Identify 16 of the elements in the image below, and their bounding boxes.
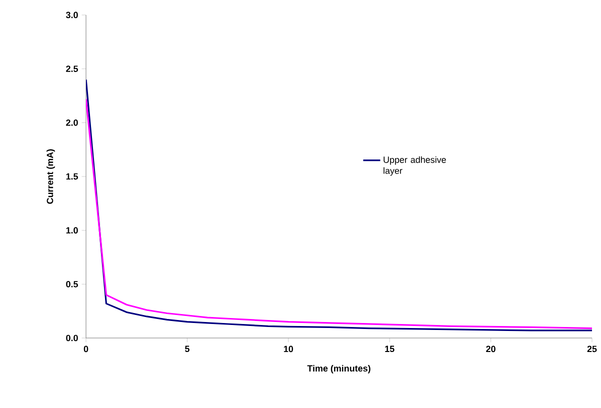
x-tick-label: 25 [587, 346, 597, 352]
y-tick-label: 2.5 [66, 66, 78, 72]
x-tick-label: 15 [385, 346, 394, 352]
y-tick-label: 3.0 [66, 12, 78, 18]
y-tick-label: 1.5 [66, 173, 78, 180]
y-tick-label: 0.0 [66, 334, 78, 342]
x-axis-title: Time (minutes) [307, 364, 370, 374]
y-tick-label: 0.5 [66, 280, 78, 288]
y-tick-label: 1.0 [66, 227, 78, 234]
legend-label: Upper adhesive layer [384, 156, 446, 176]
x-tick-label: 10 [284, 346, 294, 352]
x-tick-label: 20 [486, 346, 496, 352]
x-tick-label: 0 [84, 346, 88, 352]
x-tick-label: 5 [184, 346, 190, 352]
y-axis-title: Current (mA) [46, 149, 55, 204]
y-tick-label: 2.0 [66, 119, 78, 126]
